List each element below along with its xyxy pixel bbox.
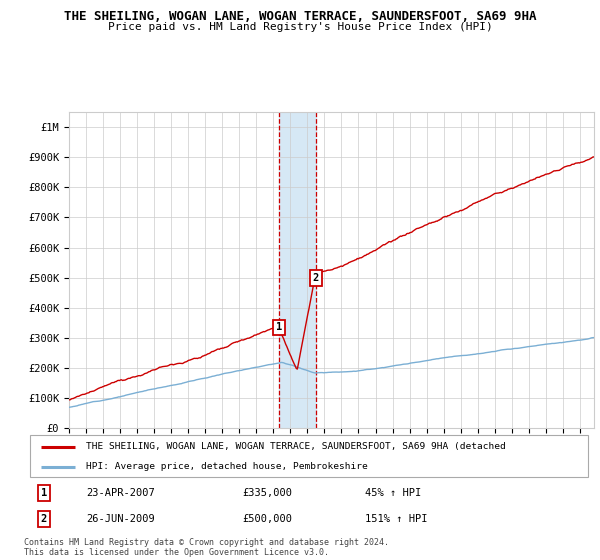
Text: 2: 2 bbox=[313, 273, 319, 283]
Text: 26-JUN-2009: 26-JUN-2009 bbox=[86, 514, 155, 524]
Text: £335,000: £335,000 bbox=[242, 488, 292, 498]
Text: £500,000: £500,000 bbox=[242, 514, 292, 524]
Text: 45% ↑ HPI: 45% ↑ HPI bbox=[365, 488, 421, 498]
Text: HPI: Average price, detached house, Pembrokeshire: HPI: Average price, detached house, Pemb… bbox=[86, 462, 368, 471]
Text: 1: 1 bbox=[275, 323, 282, 333]
Bar bbox=[278, 112, 316, 428]
Text: 1: 1 bbox=[41, 488, 47, 498]
Text: 23-APR-2007: 23-APR-2007 bbox=[86, 488, 155, 498]
Text: Price paid vs. HM Land Registry's House Price Index (HPI): Price paid vs. HM Land Registry's House … bbox=[107, 22, 493, 32]
Text: Contains HM Land Registry data © Crown copyright and database right 2024.
This d: Contains HM Land Registry data © Crown c… bbox=[24, 538, 389, 557]
Text: THE SHEILING, WOGAN LANE, WOGAN TERRACE, SAUNDERSFOOT, SA69 9HA: THE SHEILING, WOGAN LANE, WOGAN TERRACE,… bbox=[64, 10, 536, 23]
Text: 151% ↑ HPI: 151% ↑ HPI bbox=[365, 514, 427, 524]
Text: 2: 2 bbox=[41, 514, 47, 524]
FancyBboxPatch shape bbox=[30, 435, 588, 477]
Text: THE SHEILING, WOGAN LANE, WOGAN TERRACE, SAUNDERSFOOT, SA69 9HA (detached: THE SHEILING, WOGAN LANE, WOGAN TERRACE,… bbox=[86, 442, 506, 451]
